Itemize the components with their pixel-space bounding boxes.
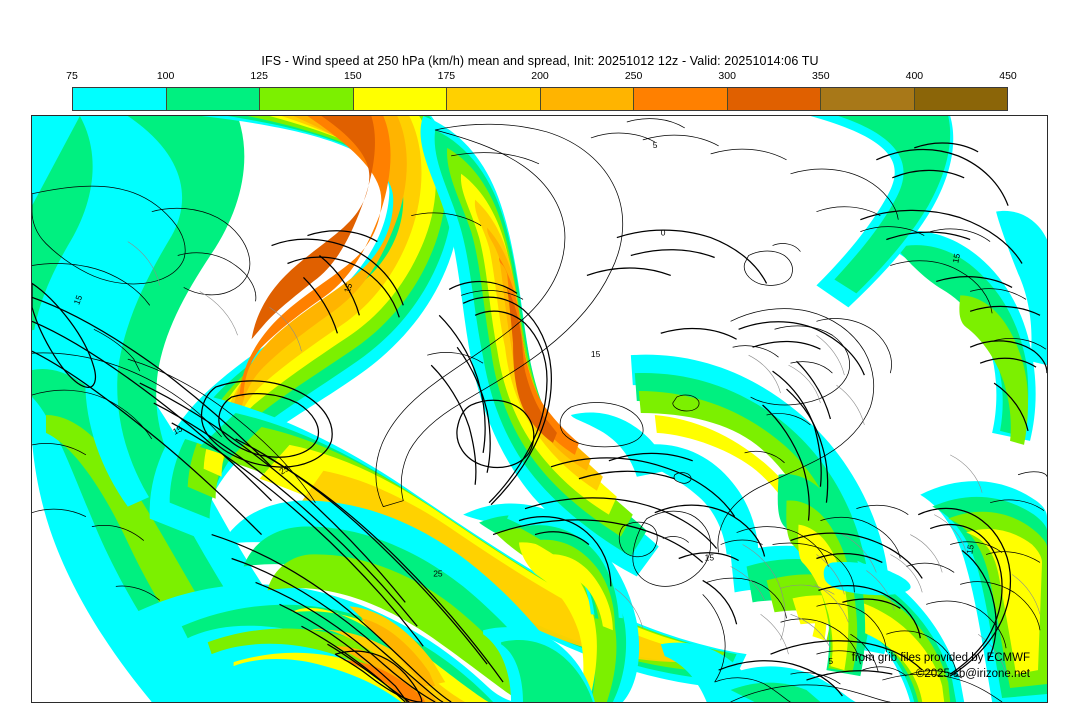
colorbar-band-300-350 xyxy=(727,88,821,110)
contour-label: 15 xyxy=(591,349,601,359)
colorbar-tick-450: 450 xyxy=(999,70,1017,82)
colorbar-tick-150: 150 xyxy=(344,70,362,82)
contour-label: 15 xyxy=(705,552,715,562)
contour-label: 0 xyxy=(661,228,666,238)
colorbar-tick-400: 400 xyxy=(905,70,924,82)
contour-label: 15 xyxy=(964,544,976,555)
source-credit: from grib files provided by ECMWF xyxy=(851,652,1030,664)
contour-label: 15 xyxy=(342,282,355,294)
contour-label: 5 xyxy=(653,140,658,150)
contour-label: 15 xyxy=(71,293,84,306)
colorbar-tick-75: 75 xyxy=(66,70,78,82)
contour-label: 25 xyxy=(433,568,443,578)
contour-label: 15 xyxy=(171,423,184,436)
colorbar-band-250-300 xyxy=(634,88,728,110)
colorbar-band-125-150 xyxy=(260,88,354,110)
colorbar-tick-200: 200 xyxy=(531,70,549,82)
colorbar-band-400-450 xyxy=(914,88,1007,110)
colorbar-band-175-200 xyxy=(447,88,541,110)
page-title: IFS - Wind speed at 250 hPa (km/h) mean … xyxy=(261,54,819,68)
contour-label: 5 xyxy=(828,656,833,666)
colorbar-bands xyxy=(72,87,1008,111)
colorbar-band-100-125 xyxy=(166,88,260,110)
spread-filled-contours xyxy=(32,116,1047,702)
colorbar-tick-300: 300 xyxy=(718,70,736,82)
colorbar-tick-100: 100 xyxy=(156,70,175,82)
colorbar-band-200-250 xyxy=(540,88,634,110)
copyright-credit: ©2025 sb@irizone.net xyxy=(915,668,1030,680)
political-borders xyxy=(127,241,1041,675)
colorbar-band-75-100 xyxy=(73,88,167,110)
colorbar: 75 100 125 150 175 200 250 300 350 400 450 xyxy=(66,70,1017,111)
colorbar-tick-labels: 75 100 125 150 175 200 250 300 350 400 450 xyxy=(66,70,1017,84)
colorbar-tick-250: 250 xyxy=(624,70,643,82)
map-canvas: 15 15 15 25 15 0 5 15 25 15 15 5 xyxy=(32,116,1047,702)
contour-label: 15 xyxy=(950,252,962,264)
colorbar-band-150-175 xyxy=(353,88,447,110)
mean-wind-contours xyxy=(32,142,1047,702)
colorbar-tick-350: 350 xyxy=(812,70,830,82)
colorbar-tick-125: 125 xyxy=(250,70,268,82)
map-panel[interactable]: 15 15 15 25 15 0 5 15 25 15 15 5 xyxy=(31,115,1048,703)
colorbar-band-350-400 xyxy=(821,88,915,110)
colorbar-tick-175: 175 xyxy=(437,70,456,82)
